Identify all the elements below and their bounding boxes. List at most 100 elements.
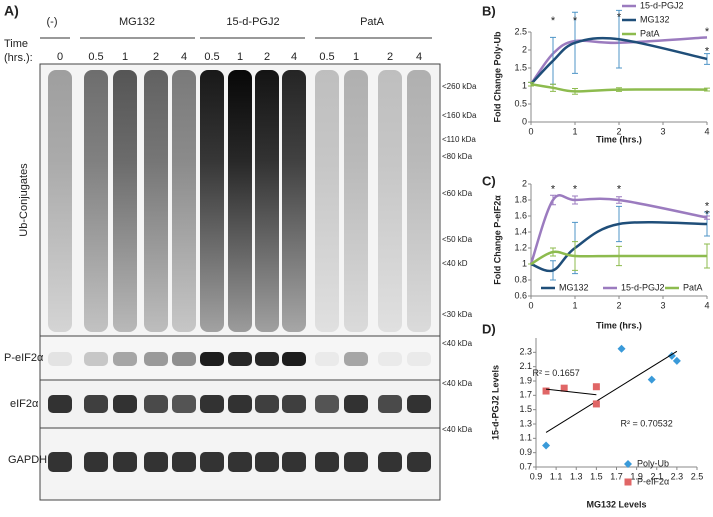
y-tick-label: 2 — [522, 44, 527, 54]
x-tick-label: 1.9 — [630, 471, 643, 481]
y-tick-label: 0.6 — [514, 290, 527, 300]
time-label: 1 — [237, 51, 243, 63]
x-tick-label: 1 — [572, 126, 577, 136]
y-tick-label: 0.8 — [514, 274, 527, 284]
line — [530, 36, 708, 86]
ub-lane — [113, 70, 137, 332]
band — [228, 352, 252, 366]
panel-label: D) — [482, 321, 496, 336]
x-tick-label: 1.7 — [610, 471, 623, 481]
x-tick-label: 3 — [660, 126, 665, 136]
band — [228, 452, 252, 472]
panel-label: C) — [482, 173, 496, 188]
x-tick-label: 1 — [572, 300, 577, 310]
x-axis-label: Time (hrs.) — [596, 320, 642, 330]
x-tick-label: 1.5 — [590, 471, 603, 481]
row-label: eIF2α — [10, 398, 39, 410]
band — [48, 395, 72, 413]
point — [592, 383, 600, 391]
ub-lane — [315, 70, 339, 332]
row-label: GAPDH — [8, 454, 47, 466]
ub-lane — [255, 70, 279, 332]
line — [530, 82, 708, 93]
band — [315, 395, 339, 413]
ub-lane — [48, 70, 72, 332]
y-tick-label: 1.2 — [514, 242, 527, 252]
legend-label: 15-d-PGJ2 — [621, 282, 665, 292]
y-tick-label: 1.5 — [519, 404, 532, 414]
time-label: 0.5 — [319, 51, 334, 63]
legend-label: Poly-Ub — [637, 458, 669, 468]
time-label: 4 — [416, 51, 422, 63]
group-label: PatA — [360, 16, 385, 28]
marker-label: <40 kDa — [442, 425, 473, 434]
x-axis-label: MG132 Levels — [586, 499, 646, 509]
marker-label: <40 kDa — [442, 339, 473, 348]
marker-label: <110 kDa — [442, 135, 476, 144]
band — [315, 352, 339, 366]
annotation: * — [705, 26, 710, 38]
line — [530, 250, 707, 266]
marker-label: <260 kDa — [442, 82, 477, 91]
annotation: * — [705, 208, 710, 220]
band — [378, 452, 402, 472]
y-tick-label: 0 — [522, 116, 527, 126]
legend-label: MG132 — [640, 14, 670, 24]
ub-lane — [84, 70, 108, 332]
legend-label: 15-d-PGJ2 — [640, 0, 684, 10]
band — [344, 352, 368, 366]
y-tick-label: 1 — [522, 80, 527, 90]
band — [282, 352, 306, 366]
point — [560, 384, 568, 392]
time-label: 2 — [153, 51, 159, 63]
annotation: R² = 0.1657 — [532, 368, 579, 378]
marker-label: <40 kDa — [442, 379, 473, 388]
time-label: 4 — [181, 51, 187, 63]
band — [200, 452, 224, 472]
row-label: Ub-Conjugates — [18, 163, 30, 237]
x-tick-label: 2.5 — [691, 471, 704, 481]
ub-lane — [282, 70, 306, 332]
y-tick-label: 2.1 — [519, 361, 532, 371]
band — [144, 452, 168, 472]
group-label: 15-d-PGJ2 — [226, 16, 279, 28]
time-label: (hrs.): — [4, 52, 33, 64]
ub-lane — [344, 70, 368, 332]
y-tick-label: 1.1 — [519, 433, 532, 443]
y-tick-label: 1.6 — [514, 210, 527, 220]
x-tick-label: 2.3 — [671, 471, 684, 481]
band — [255, 395, 279, 413]
point — [647, 375, 656, 384]
marker-label: <30 kDa — [442, 310, 473, 319]
x-tick-label: 2 — [616, 300, 621, 310]
legend-swatch — [624, 478, 632, 486]
annotation: * — [573, 15, 578, 27]
band — [344, 395, 368, 413]
band — [113, 352, 137, 366]
point — [667, 351, 676, 360]
x-tick-label: 4 — [704, 300, 709, 310]
time-label: 0 — [57, 51, 63, 63]
annotation: * — [573, 184, 578, 196]
x-axis-label: Time (hrs.) — [596, 134, 642, 144]
ub-lane — [172, 70, 196, 332]
annotation: * — [551, 184, 556, 196]
annotation: * — [617, 184, 622, 196]
marker-label: <50 kDa — [442, 235, 473, 244]
band — [344, 452, 368, 472]
legend-label: MG132 — [559, 282, 589, 292]
marker-label: <60 kDa — [442, 189, 473, 198]
time-label: 2 — [387, 51, 393, 63]
group-label: MG132 — [119, 16, 155, 28]
annotation: * — [551, 15, 556, 27]
y-tick-label: 1.7 — [519, 390, 532, 400]
point — [542, 441, 551, 450]
x-tick-label: 1.1 — [550, 471, 563, 481]
band — [48, 452, 72, 472]
point — [617, 344, 626, 353]
legend-swatch — [624, 460, 632, 468]
band — [255, 452, 279, 472]
time-label: Time — [4, 38, 28, 50]
band — [48, 352, 72, 366]
